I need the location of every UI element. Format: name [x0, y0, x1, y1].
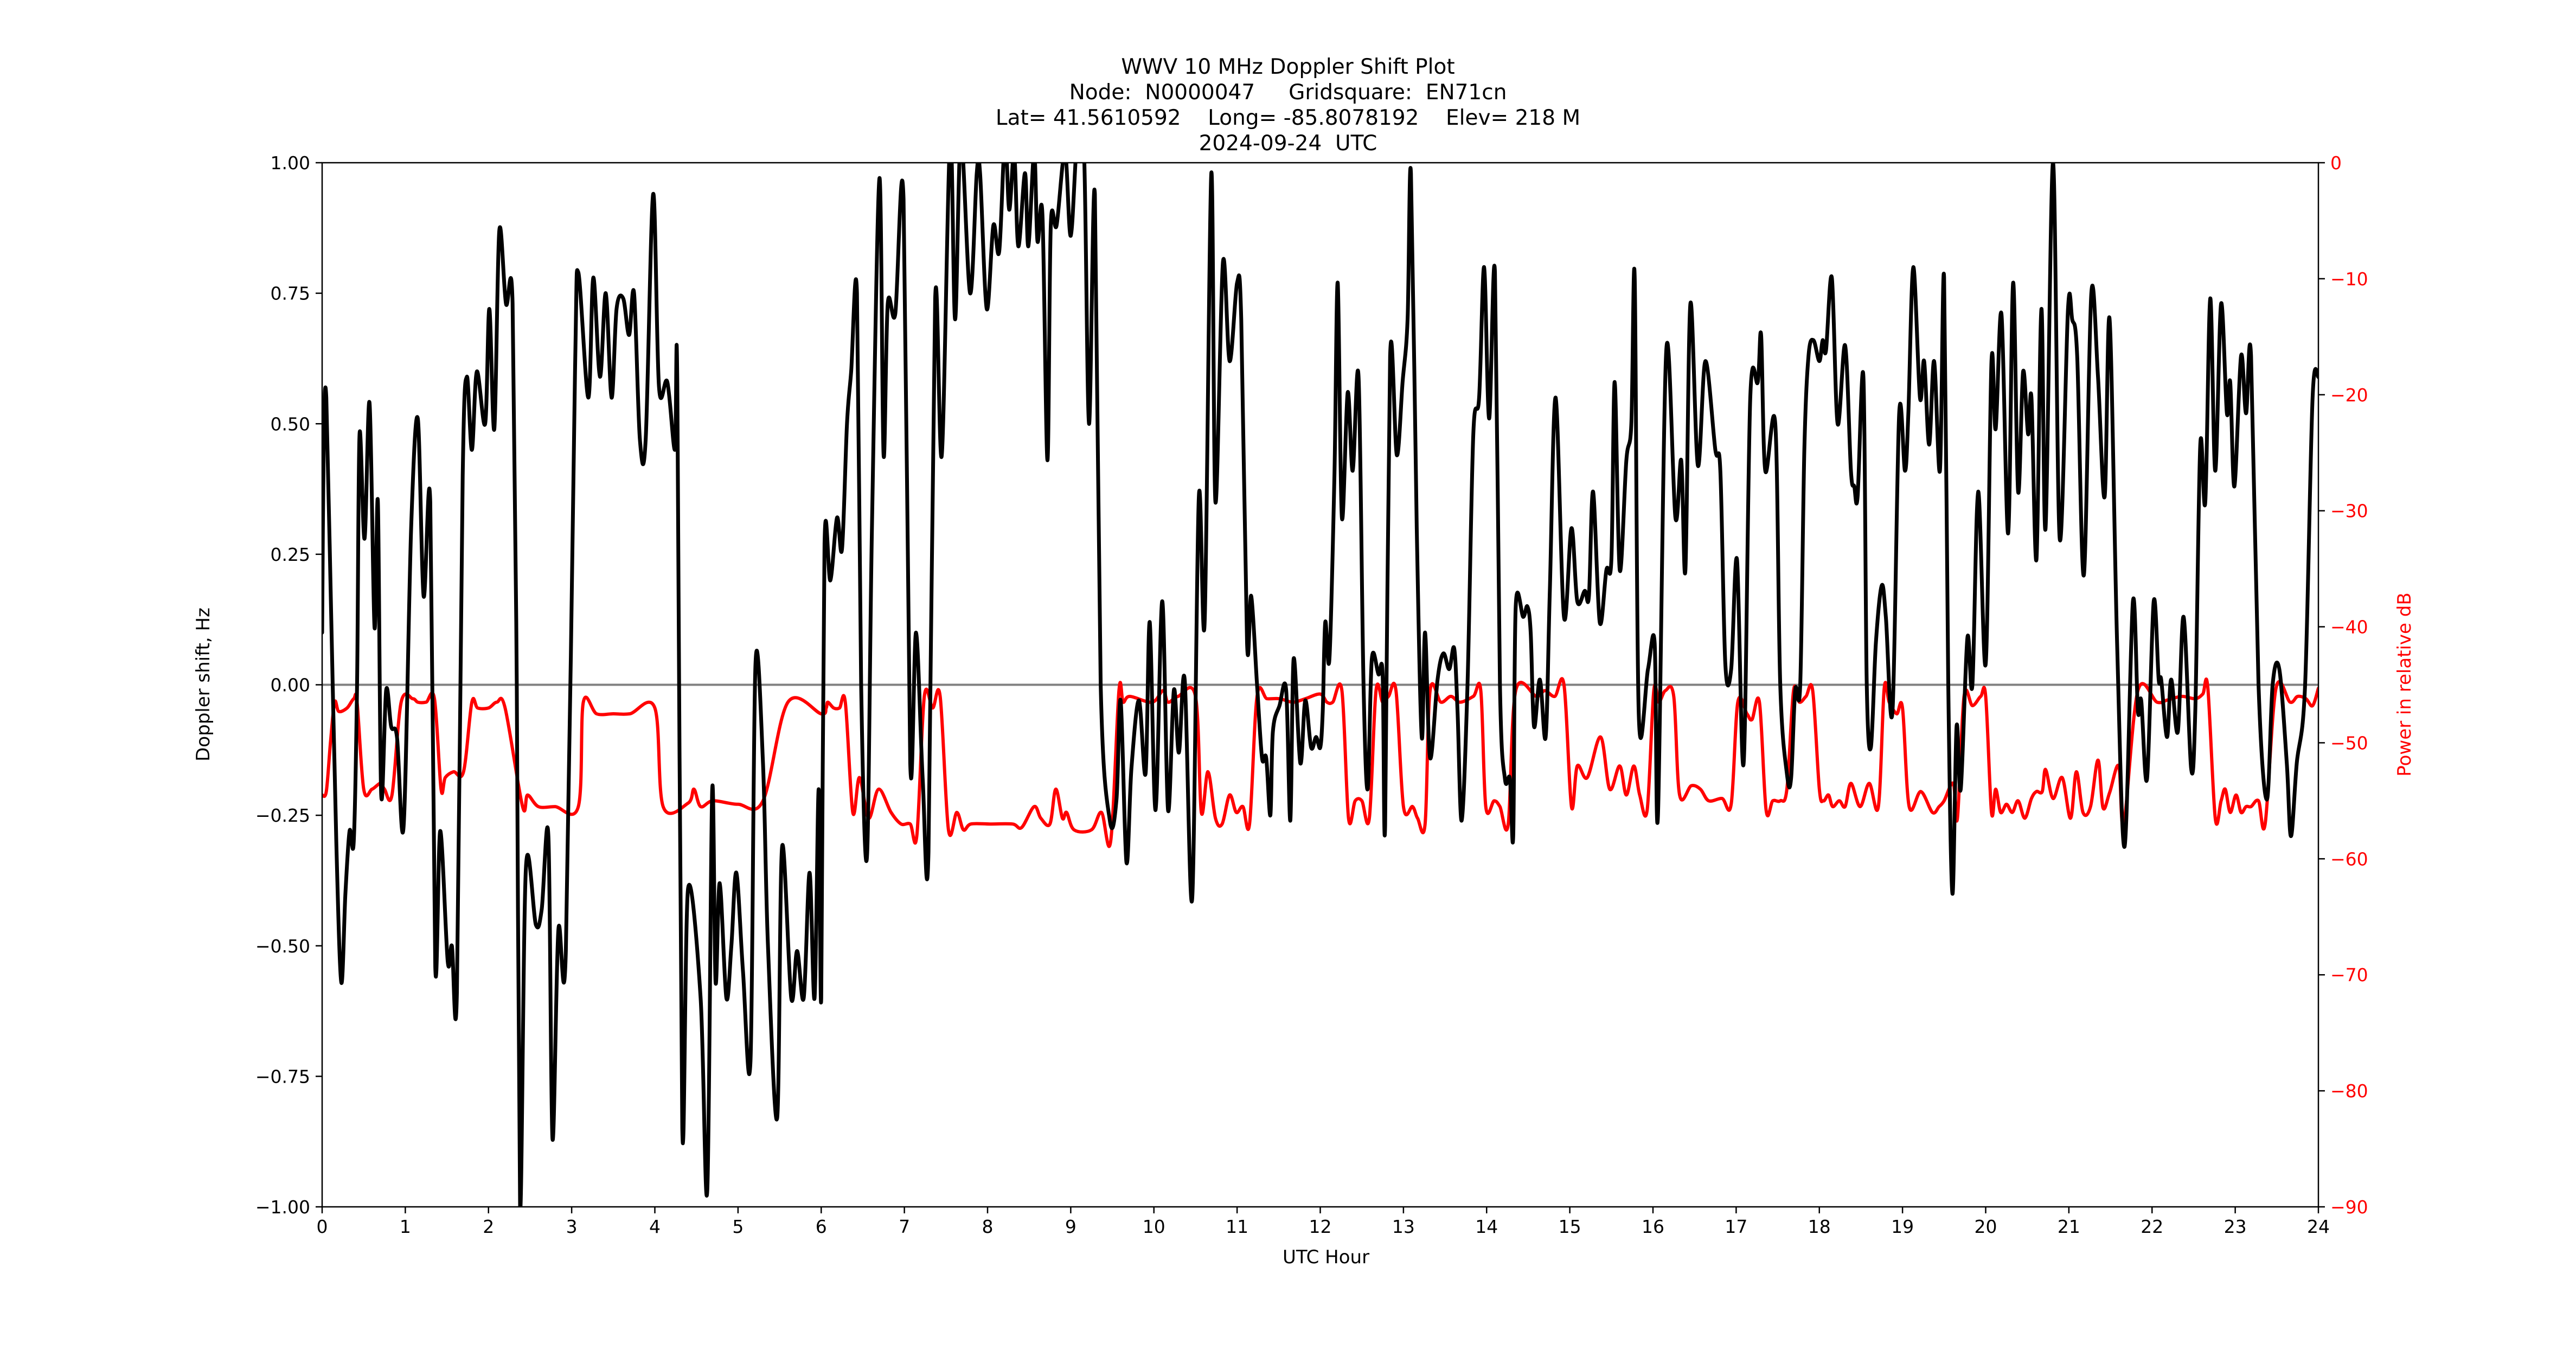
y-right-tick-label: −30 [2330, 501, 2368, 522]
series-layer [322, 163, 2318, 1207]
x-tick-label: 8 [982, 1216, 994, 1237]
y-left-tick-label: 0.25 [271, 544, 310, 565]
y-right-tick-label: −90 [2330, 1197, 2368, 1218]
x-tick-label: 0 [317, 1216, 328, 1237]
chart-subtitle-date: 2024-09-24 UTC [1199, 131, 1377, 156]
x-tick-label: 20 [1975, 1216, 1997, 1237]
chart-title: WWV 10 MHz Doppler Shift Plot [1121, 55, 1455, 79]
y-left-tick-label: −0.75 [255, 1066, 310, 1087]
y-axis-left-label: Doppler shift, Hz [193, 607, 214, 762]
doppler-line [322, 163, 2318, 1207]
x-tick-label: 9 [1065, 1216, 1076, 1237]
chart-subtitle-location: Lat= 41.5610592 Long= -85.8078192 Elev= … [995, 106, 1581, 130]
x-tick-label: 18 [1808, 1216, 1831, 1237]
y-right-tick-label: −10 [2330, 268, 2368, 290]
y-right-tick-label: −40 [2330, 617, 2368, 638]
chart-title-block: WWV 10 MHz Doppler Shift Plot Node: N000… [0, 54, 2576, 156]
power-line [322, 677, 2318, 848]
x-tick-label: 21 [2058, 1216, 2080, 1237]
y-axis-right-ticks: 0 −10 −20 −30 −40 −50 −60 −70 −80 −90 [2318, 152, 2368, 1218]
x-tick-label: 4 [649, 1216, 661, 1237]
y-right-tick-label: −70 [2330, 964, 2368, 986]
x-tick-label: 22 [2141, 1216, 2163, 1237]
y-axis-left-ticks: 1.00 0.75 0.50 0.25 0.00 −0.25 −0.50 −0.75 −1.00 [255, 152, 322, 1218]
y-right-tick-label: 0 [2330, 152, 2342, 174]
x-tick-label: 19 [1891, 1216, 1914, 1237]
x-tick-label: 13 [1392, 1216, 1415, 1237]
x-tick-label: 24 [2307, 1216, 2330, 1237]
x-tick-label: 14 [1475, 1216, 1498, 1237]
x-axis-label: UTC Hour [1282, 1246, 1370, 1268]
y-left-tick-label: 1.00 [271, 152, 310, 174]
y-left-tick-label: −0.50 [255, 936, 310, 957]
x-axis-ticks: 0 1 2 3 4 5 6 7 8 9 10 11 12 13 14 15 16 17 18 19 20 21 22 23 24 [317, 1207, 2330, 1237]
x-tick-label: 17 [1725, 1216, 1747, 1237]
x-tick-label: 15 [1559, 1216, 1581, 1237]
chart-subtitle-node: Node: N0000047 Gridsquare: EN71cn [1069, 80, 1507, 105]
y-axis-right-label: Power in relative dB [2394, 592, 2415, 777]
x-tick-label: 1 [400, 1216, 411, 1237]
y-left-tick-label: 0.00 [271, 675, 310, 696]
x-tick-label: 7 [899, 1216, 910, 1237]
x-tick-label: 2 [483, 1216, 494, 1237]
y-left-tick-label: 0.75 [271, 283, 310, 304]
x-tick-label: 23 [2224, 1216, 2247, 1237]
y-left-tick-label: 0.50 [271, 413, 310, 434]
y-left-tick-label: −1.00 [255, 1197, 310, 1218]
x-tick-label: 10 [1143, 1216, 1165, 1237]
x-tick-label: 12 [1309, 1216, 1332, 1237]
y-right-tick-label: −80 [2330, 1080, 2368, 1102]
y-right-tick-label: −60 [2330, 848, 2368, 869]
y-right-tick-label: −50 [2330, 732, 2368, 753]
x-tick-label: 11 [1226, 1216, 1248, 1237]
x-tick-label: 5 [732, 1216, 744, 1237]
x-tick-label: 16 [1642, 1216, 1664, 1237]
x-tick-label: 3 [566, 1216, 578, 1237]
x-tick-label: 6 [816, 1216, 827, 1237]
y-right-tick-label: −20 [2330, 385, 2368, 406]
y-left-tick-label: −0.25 [255, 805, 310, 826]
